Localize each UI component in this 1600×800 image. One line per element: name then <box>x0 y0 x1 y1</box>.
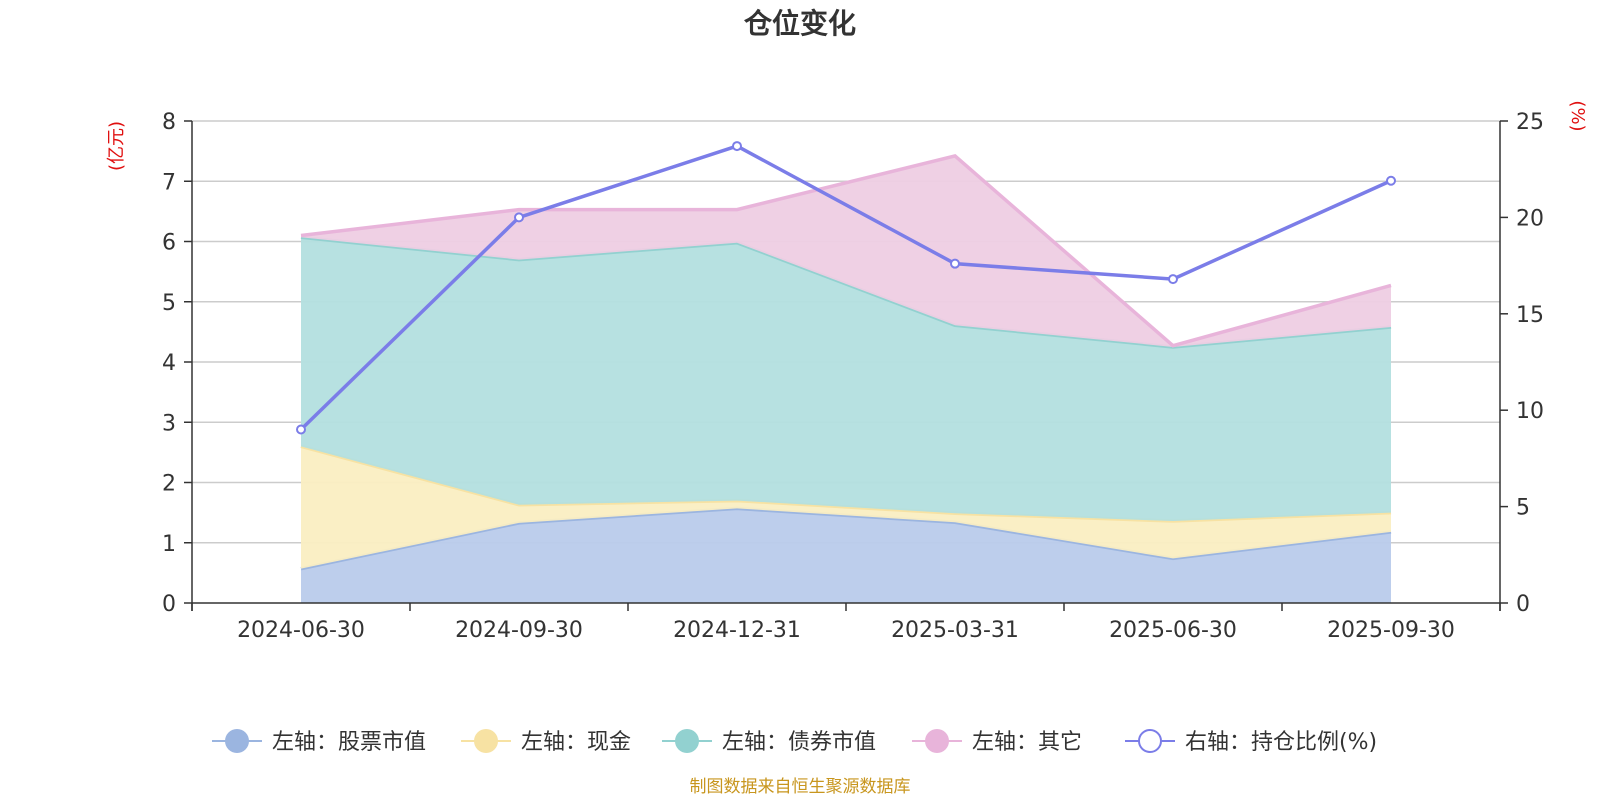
ratio-line-path <box>299 144 1392 431</box>
x-tick-label: 2024-06-30 <box>237 618 365 643</box>
axes: 0 1 2 3 4 5 6 7 8 0 5 10 15 20 25 2024-06-30 2024-09-30 2… <box>162 110 1544 643</box>
legend-marker <box>474 729 498 753</box>
legend-label: 右轴：持仓比例(%) <box>1185 730 1377 755</box>
x-tick-label: 2024-12-31 <box>673 618 801 643</box>
left-tick-label: 4 <box>162 351 176 376</box>
ratio-point <box>950 258 960 269</box>
ratio-point <box>514 212 524 223</box>
right-tick-label: 0 <box>1516 592 1530 617</box>
legend-item-5[interactable]: 右轴：持仓比例(%) <box>1125 729 1377 755</box>
right-tick-label: 25 <box>1516 110 1544 135</box>
legend-label: 左轴：现金 <box>521 730 631 755</box>
legend-label: 左轴：债券市值 <box>722 730 876 755</box>
x-tick-label: 2025-06-30 <box>1109 618 1237 643</box>
area-fill-series-3 <box>301 237 1391 522</box>
legend-marker <box>675 729 699 753</box>
left-tick-label: 7 <box>162 170 176 195</box>
data-source-note: 制图数据来自恒生聚源数据库 <box>690 777 911 797</box>
ratio-point <box>732 141 742 152</box>
ratio-point <box>1168 274 1178 285</box>
legend-item-4[interactable]: 左轴：其它 <box>912 729 1082 755</box>
right-axis-unit: (%) <box>1567 100 1588 131</box>
left-axis-unit: (亿元) <box>106 121 127 171</box>
right-tick-label: 15 <box>1516 303 1544 328</box>
area-fill-series-1 <box>301 508 1391 603</box>
ratio-line <box>296 141 1396 435</box>
left-tick-label: 3 <box>162 411 176 436</box>
legend-item-1[interactable]: 左轴：股票市值 <box>212 729 426 755</box>
legend-item-3[interactable]: 左轴：债券市值 <box>662 729 876 755</box>
left-tick-label: 6 <box>162 231 176 256</box>
left-tick-label: 8 <box>162 110 176 135</box>
right-tick-label: 10 <box>1516 399 1544 424</box>
legend-marker <box>1138 729 1162 753</box>
legend-label: 左轴：其它 <box>972 730 1082 755</box>
legend-item-2[interactable]: 左轴：现金 <box>461 729 631 755</box>
x-tick-label: 2025-03-31 <box>891 618 1019 643</box>
right-tick-label: 5 <box>1516 496 1530 521</box>
chart-title: 仓位变化 <box>744 7 856 40</box>
left-tick-label: 5 <box>162 291 176 316</box>
stacked-areas <box>300 154 1392 603</box>
ratio-point <box>296 424 306 435</box>
area-edge-series-4 <box>300 154 1392 348</box>
left-tick-label: 2 <box>162 472 176 497</box>
left-tick-label: 1 <box>162 532 176 557</box>
legend-marker <box>925 729 949 753</box>
left-tick-label: 0 <box>162 592 176 617</box>
right-tick-label: 20 <box>1516 206 1544 231</box>
x-tick-label: 2025-09-30 <box>1327 618 1455 643</box>
legend-marker <box>225 729 249 753</box>
ratio-point <box>1386 175 1396 186</box>
x-tick-label: 2024-09-30 <box>455 618 583 643</box>
legend[interactable]: 左轴：股票市值 左轴：现金 左轴：债券市值 左轴：其它 右轴：持仓比例(%) <box>212 729 1377 755</box>
legend-label: 左轴：股票市值 <box>272 730 426 755</box>
